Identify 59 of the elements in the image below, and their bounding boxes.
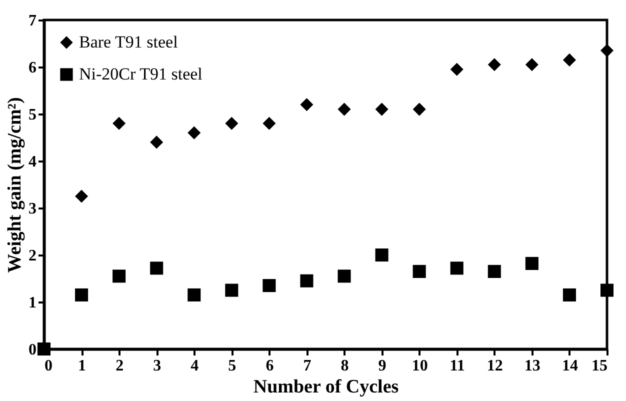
y-tick-label: 3	[28, 200, 36, 218]
x-tick-label: 2	[116, 358, 124, 374]
y-axis-title: Weight gain (mg/cm²)	[4, 97, 26, 273]
point	[562, 53, 576, 66]
point	[525, 256, 538, 270]
point	[525, 58, 538, 72]
point	[600, 284, 614, 297]
y-tick-label: 2	[28, 248, 36, 264]
point	[75, 190, 88, 203]
point	[450, 262, 464, 275]
point	[188, 288, 201, 302]
point	[375, 248, 388, 262]
point	[300, 274, 314, 288]
y-tick-label: 7	[28, 12, 36, 30]
x-tick-label: 9	[378, 358, 386, 374]
point	[450, 62, 464, 76]
point	[150, 136, 164, 149]
point	[338, 270, 351, 283]
x-tick-label: 0	[44, 358, 52, 374]
x-tick-label: 12	[486, 358, 503, 374]
point	[37, 342, 51, 356]
point	[112, 270, 126, 283]
x-tick-label: 1	[78, 358, 86, 374]
y-tick-label: 0	[28, 342, 36, 358]
point	[300, 98, 314, 112]
point	[112, 116, 126, 130]
point	[562, 288, 576, 302]
point	[75, 288, 88, 302]
x-tick-label: 14	[562, 358, 578, 374]
x-tick-label: 13	[524, 358, 540, 374]
legend-label: Ni-20Cr T91 steel	[79, 64, 203, 84]
x-tick-label: 8	[340, 358, 349, 374]
legend-label: Bare T91 steel	[79, 32, 178, 52]
point	[488, 58, 501, 72]
y-tick-label: 6	[28, 60, 36, 76]
point	[262, 116, 276, 130]
point	[600, 44, 614, 58]
y-tick-label: 1	[28, 294, 36, 312]
point	[150, 262, 164, 275]
point	[225, 284, 238, 297]
point	[262, 279, 276, 292]
y-tick-label: 5	[28, 106, 36, 124]
x-tick-label: 4	[190, 358, 199, 374]
point	[412, 102, 426, 116]
x-axis-title: Number of Cycles	[253, 376, 399, 398]
y-tick-label: 4	[28, 154, 36, 170]
point	[375, 102, 388, 116]
point	[338, 102, 351, 116]
x-tick-label: 7	[303, 358, 312, 374]
x-tick-label: 15	[592, 358, 608, 374]
point	[188, 126, 201, 140]
x-tick-label: 11	[450, 358, 465, 374]
point	[412, 264, 426, 278]
point	[225, 116, 238, 130]
x-tick-label: 3	[153, 358, 162, 374]
x-tick-label: 6	[266, 358, 274, 374]
point	[488, 264, 501, 278]
x-tick-label: 10	[412, 358, 428, 374]
x-tick-label: 5	[228, 358, 236, 374]
